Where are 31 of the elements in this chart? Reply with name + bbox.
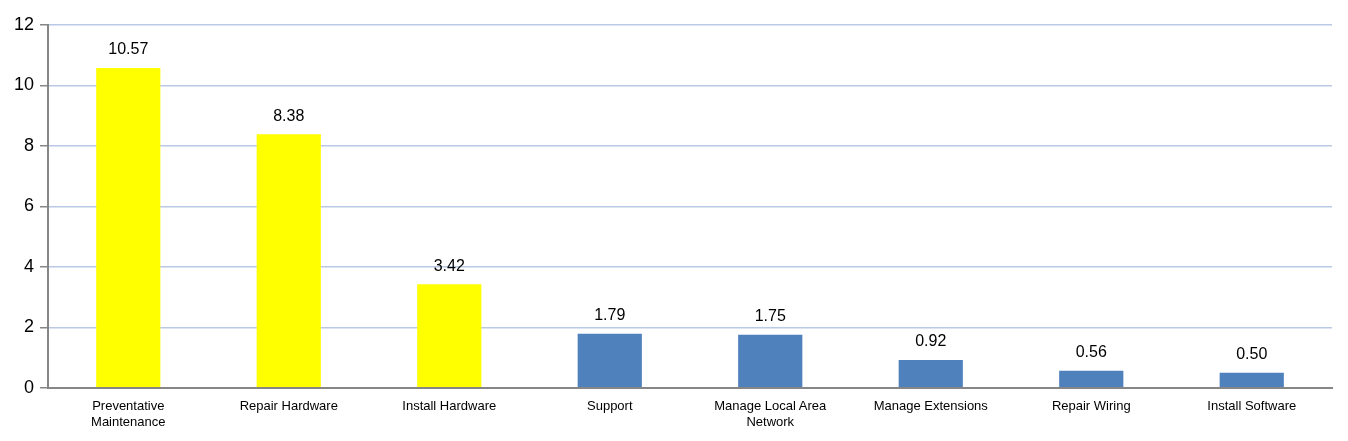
x-tick-label: Install Hardware (402, 398, 497, 414)
x-tick-label: Manage Local Area Network (714, 398, 828, 429)
y-tick-label: 6 (24, 195, 35, 216)
data-label: 1.75 (754, 307, 786, 325)
bar (898, 359, 963, 388)
x-tick-label: Repair Wiring (1051, 398, 1131, 414)
x-tick-label: Install Software (1207, 398, 1297, 414)
y-tick-label: 8 (24, 134, 35, 155)
y-tick-label: 10 (13, 74, 35, 95)
data-label: 8.38 (273, 106, 305, 124)
x-tick-label: Support (586, 398, 633, 414)
x-tick-label: Repair Hardware (239, 398, 338, 414)
y-tick-label: 12 (13, 13, 35, 34)
bar (1219, 372, 1284, 388)
x-tick-label: Preventative Maintenance (91, 398, 166, 429)
data-label: 10.57 (108, 40, 149, 58)
bar (256, 134, 321, 388)
x-tick-label: Manage Extensions (873, 398, 989, 414)
data-label: 1.79 (594, 306, 626, 324)
data-label: 3.42 (433, 256, 465, 274)
bar (96, 68, 161, 388)
data-label: 0.92 (915, 332, 947, 350)
bar (1059, 370, 1124, 388)
bar (738, 334, 803, 388)
y-tick-label: 4 (24, 255, 35, 276)
y-tick-label: 2 (24, 316, 35, 337)
y-tick-label: 0 (24, 376, 35, 397)
data-label: 0.56 (1075, 343, 1107, 361)
bar (417, 284, 482, 388)
bar (577, 333, 642, 388)
data-label: 0.50 (1236, 345, 1268, 363)
